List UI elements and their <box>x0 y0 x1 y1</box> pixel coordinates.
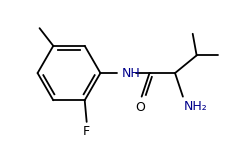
Text: F: F <box>83 125 90 138</box>
Text: NH: NH <box>122 67 141 80</box>
Text: O: O <box>135 101 145 114</box>
Text: NH₂: NH₂ <box>184 100 208 113</box>
